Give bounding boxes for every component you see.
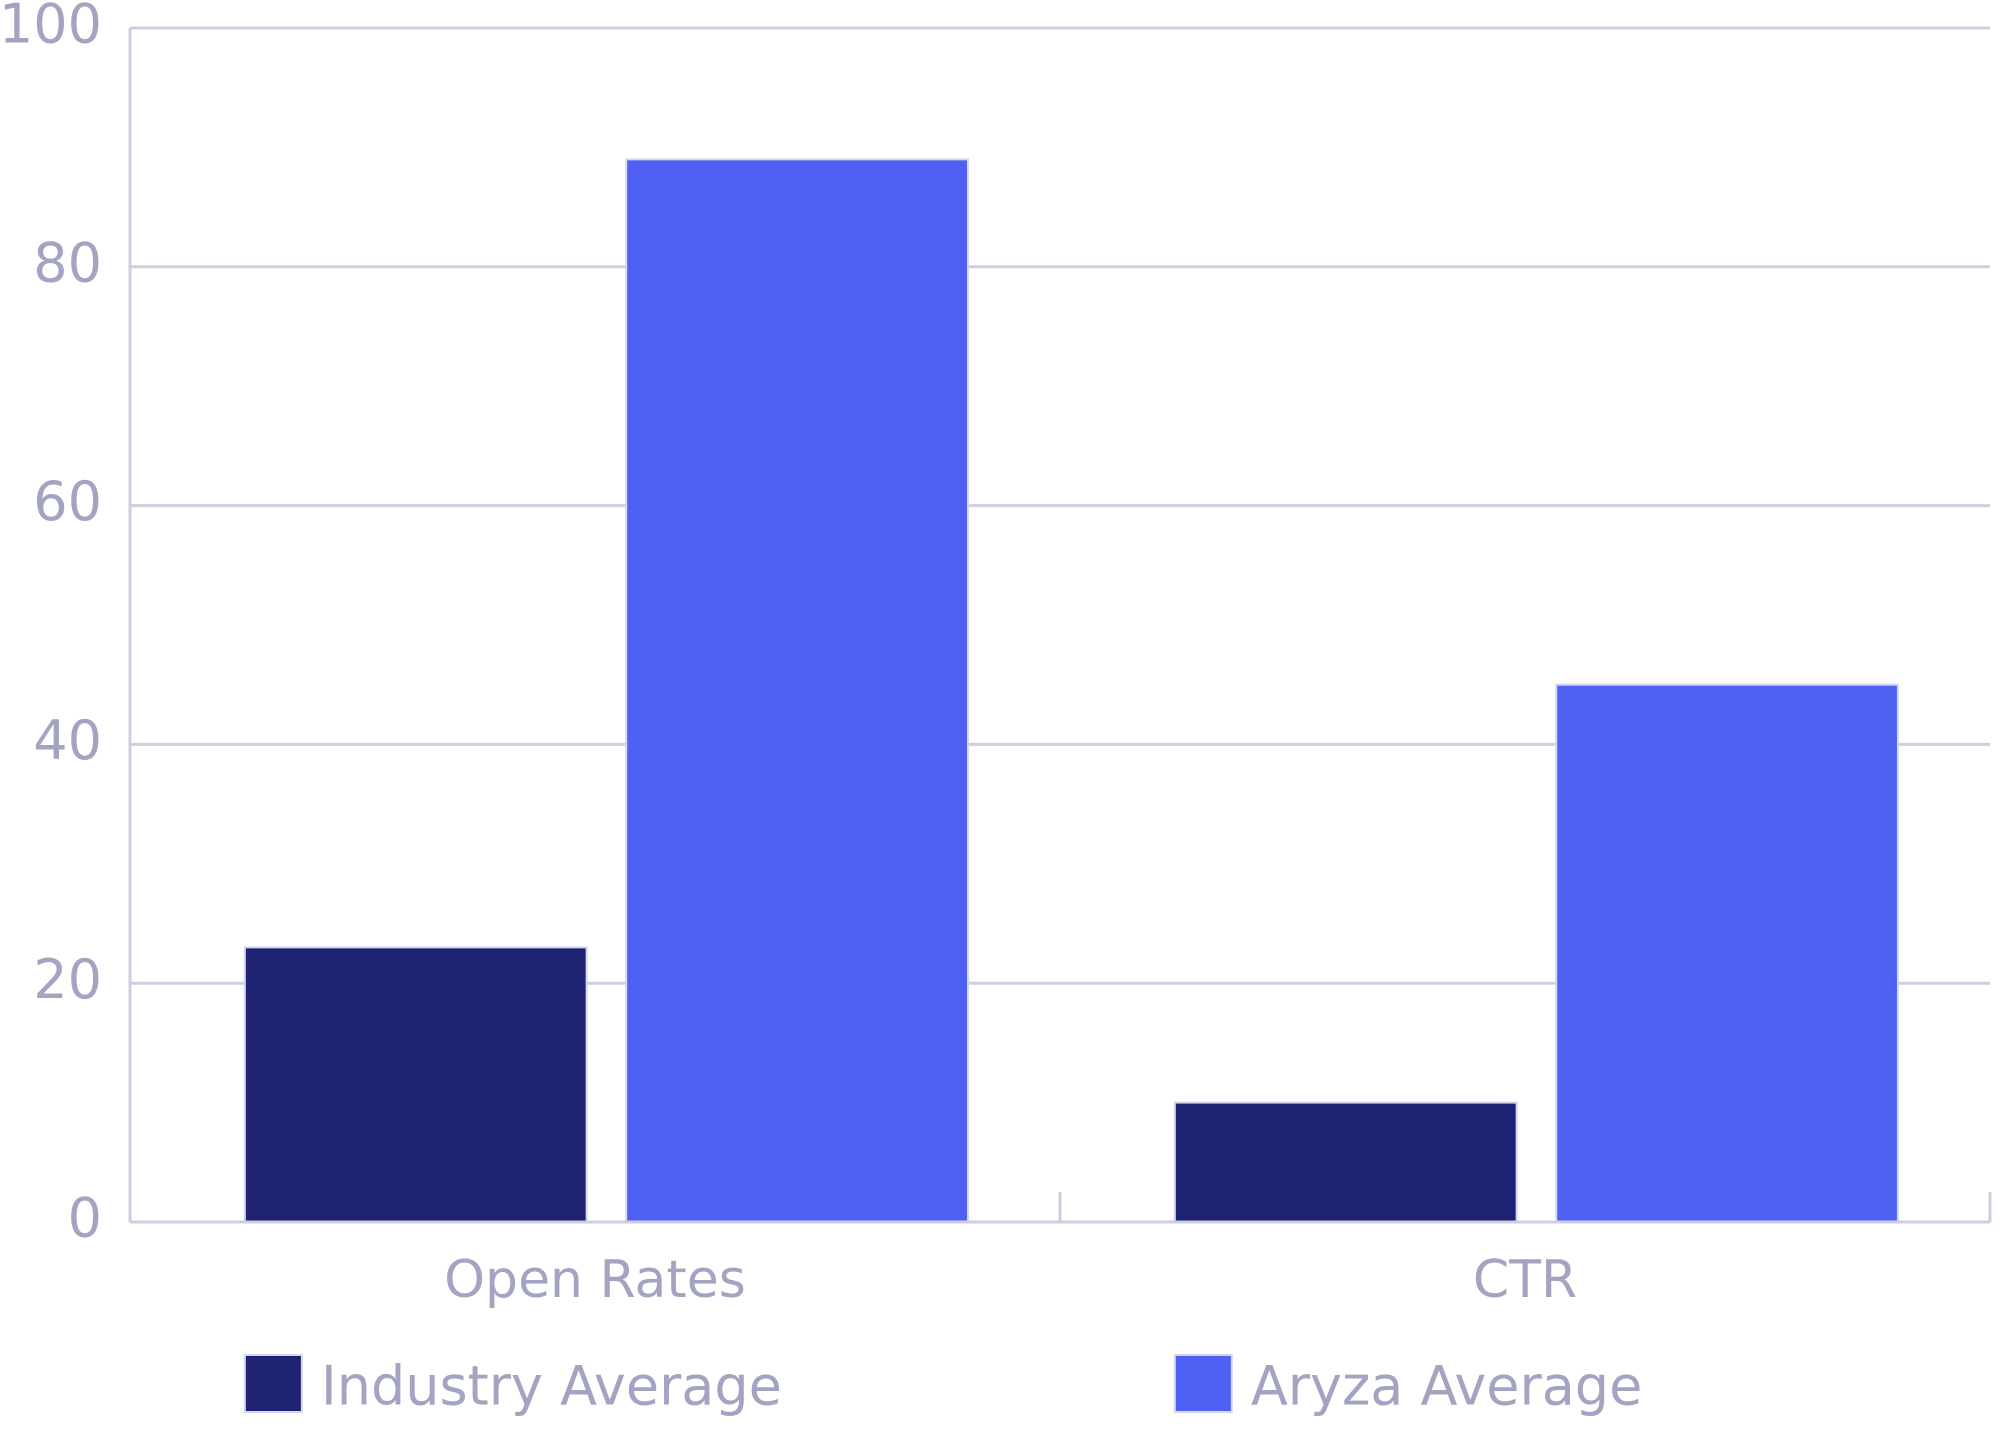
y-tick-label: 100 (0, 0, 102, 56)
bar (1555, 683, 1899, 1223)
legend-label: Aryza Average (1251, 1355, 1642, 1418)
x-tick-label: CTR (1473, 1250, 1577, 1310)
legend-label: Industry Average (321, 1355, 782, 1418)
bar (243, 946, 588, 1223)
legend-swatch (1173, 1354, 1233, 1413)
y-tick-label: 20 (33, 948, 102, 1011)
x-tick-label: Open Rates (444, 1250, 746, 1310)
y-tick-label: 80 (33, 231, 102, 294)
bar (625, 158, 969, 1224)
y-tick-label: 60 (33, 470, 102, 533)
bar (1173, 1101, 1518, 1223)
y-tick-label: 40 (33, 709, 102, 772)
legend-swatch (243, 1354, 303, 1413)
y-tick-label: 0 (68, 1187, 102, 1250)
